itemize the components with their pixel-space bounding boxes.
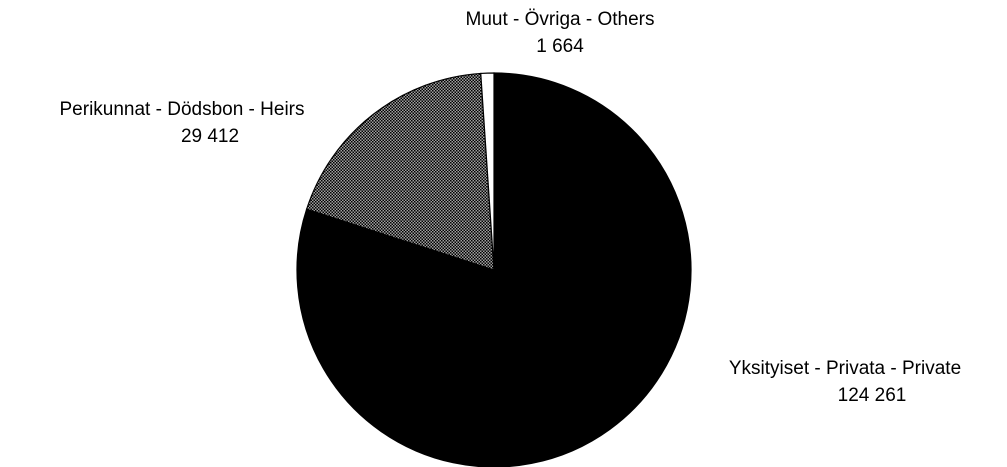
slice-value: 29 412 [181,126,239,147]
slice-value: 124 261 [838,385,907,406]
slice-label: Muut - Övriga - Others [466,9,655,30]
pie-slice [480,72,495,271]
pie-slice [305,72,495,271]
slice-label: Yksityiset - Privata - Private [729,358,961,379]
slice-label: Perikunnat - Dödsbon - Heirs [60,99,305,120]
slice-value: 1 664 [536,36,584,57]
